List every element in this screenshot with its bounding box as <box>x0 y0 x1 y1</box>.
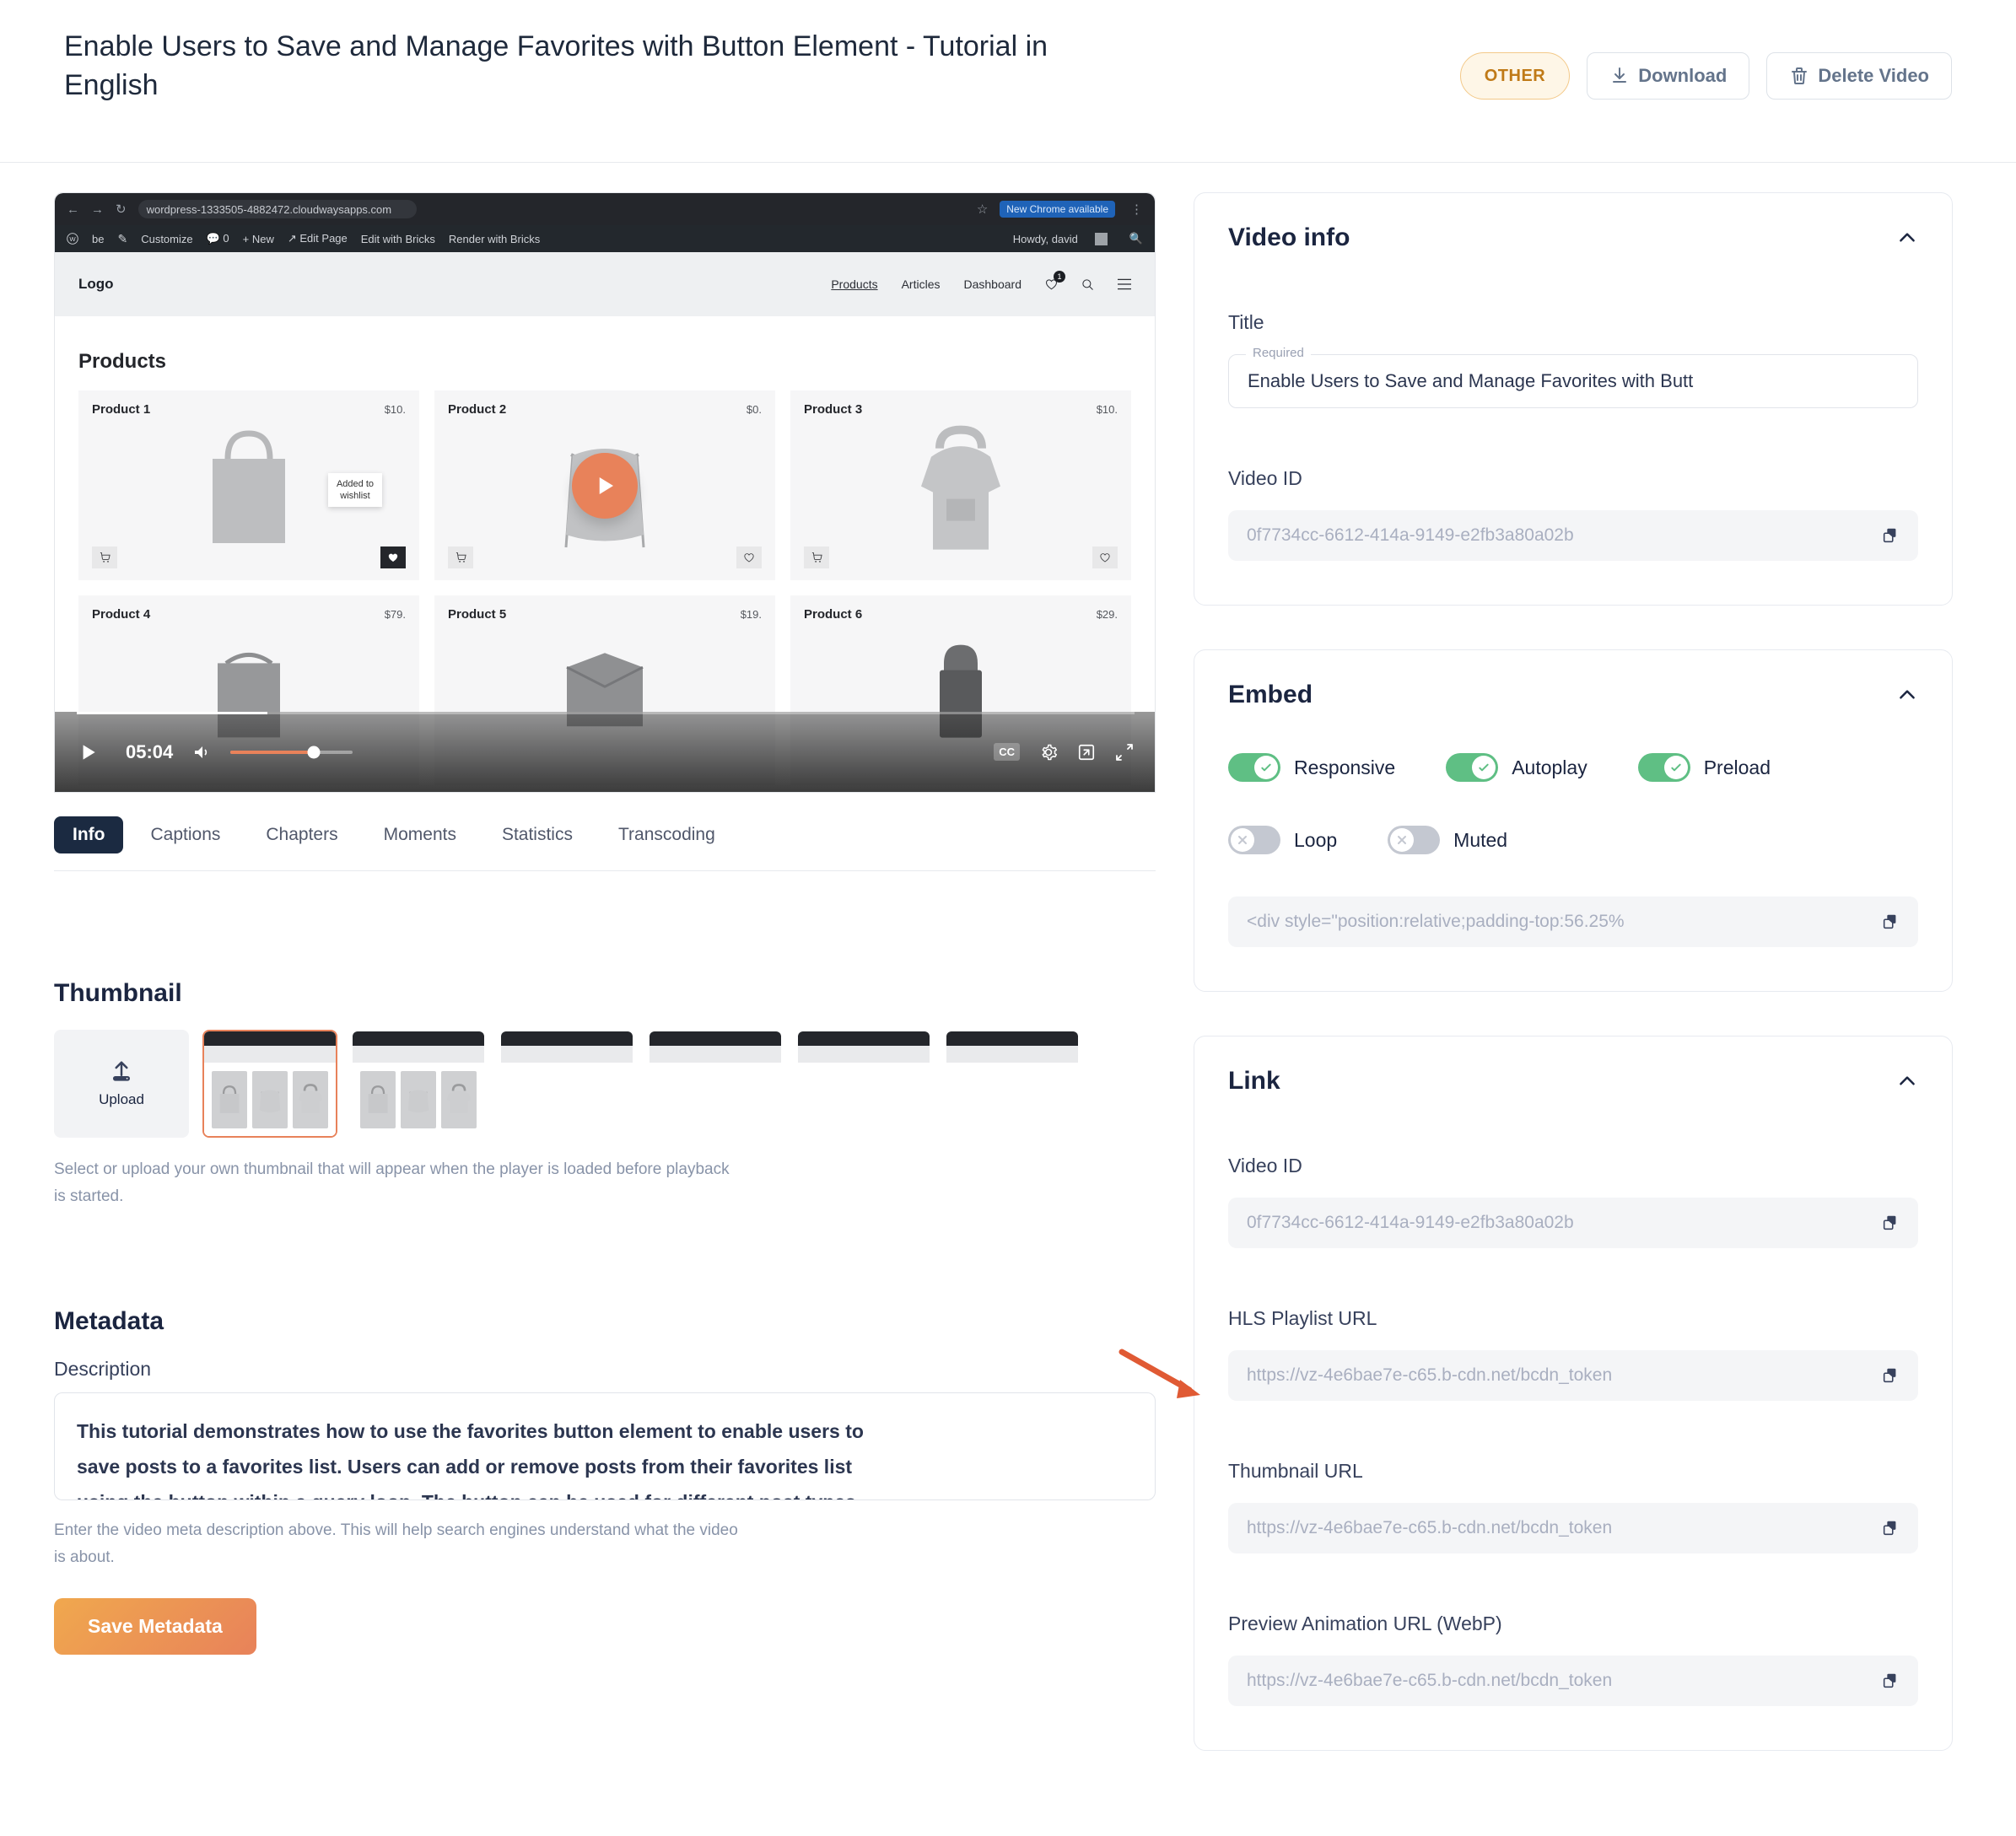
svg-text:W: W <box>69 235 76 243</box>
